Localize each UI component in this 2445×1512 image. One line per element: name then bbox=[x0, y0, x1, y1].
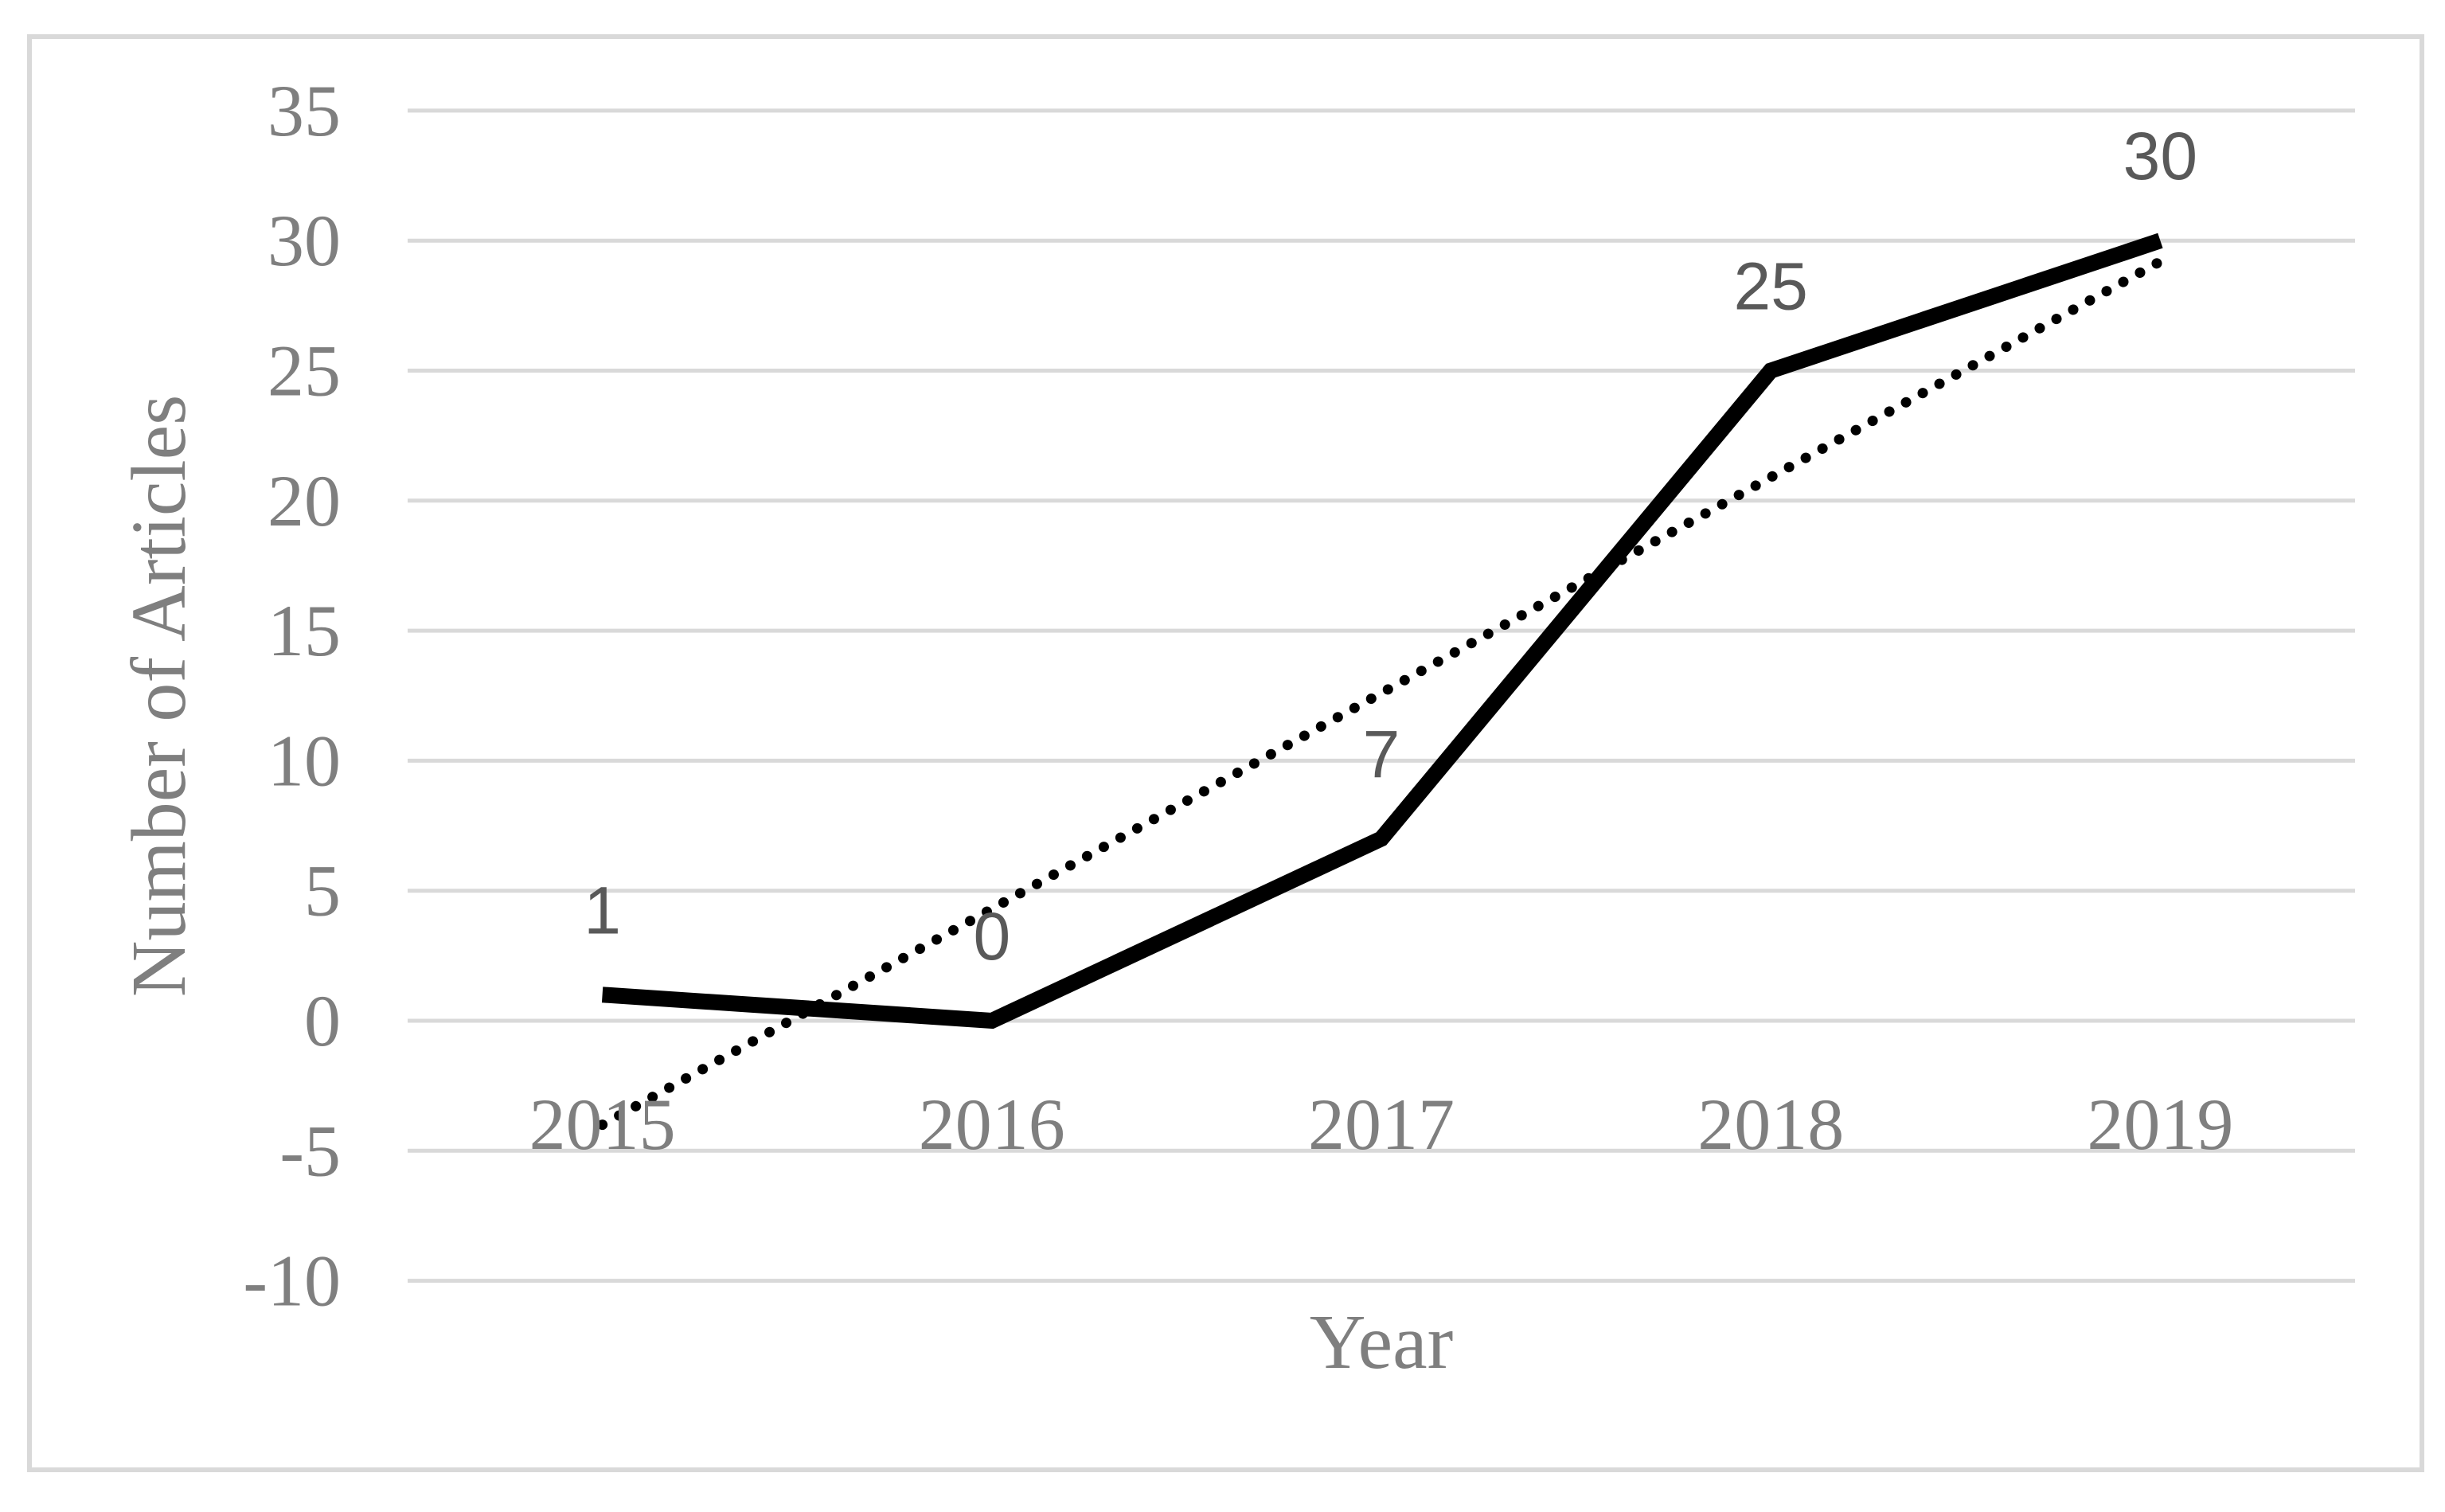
x-tick-label: 2018 bbox=[1697, 1084, 1844, 1165]
series-group bbox=[601, 232, 2163, 1029]
x-axis-title: Year bbox=[1310, 1299, 1454, 1385]
y-tick-label: -10 bbox=[243, 1240, 341, 1322]
y-axis-title: Number of Articles bbox=[116, 395, 202, 998]
y-tick-label: 5 bbox=[304, 850, 341, 932]
x-tick-label: 2016 bbox=[919, 1084, 1065, 1165]
y-tick-label: 30 bbox=[268, 200, 341, 281]
data-label: 1 bbox=[584, 873, 621, 947]
chart-frame bbox=[27, 34, 2424, 1472]
data-label: 7 bbox=[1363, 717, 1400, 791]
y-tick-label: 15 bbox=[268, 590, 341, 671]
articles-series-line bbox=[601, 232, 2163, 1029]
x-tick-label: 2019 bbox=[2087, 1084, 2233, 1165]
y-tick-label: 20 bbox=[268, 460, 341, 541]
y-tick-labels: 35 30 25 20 15 10 5 0 -5 -10 bbox=[243, 70, 341, 1322]
x-tick-labels: 2015 2016 2017 2018 2019 bbox=[529, 1084, 2234, 1165]
data-label: 0 bbox=[973, 899, 1010, 974]
y-tick-label: 35 bbox=[268, 70, 341, 151]
gridlines bbox=[408, 108, 2355, 1283]
y-tick-label: 25 bbox=[268, 330, 341, 412]
y-tick-label: 0 bbox=[304, 980, 341, 1061]
data-label: 30 bbox=[2123, 119, 2197, 193]
data-label: 25 bbox=[1733, 249, 1807, 324]
data-labels: 1 0 7 25 30 bbox=[584, 119, 2197, 974]
x-tick-label: 2017 bbox=[1308, 1084, 1455, 1165]
y-tick-label: -5 bbox=[279, 1110, 341, 1191]
y-tick-label: 10 bbox=[268, 720, 341, 801]
x-tick-label: 2015 bbox=[529, 1084, 676, 1165]
